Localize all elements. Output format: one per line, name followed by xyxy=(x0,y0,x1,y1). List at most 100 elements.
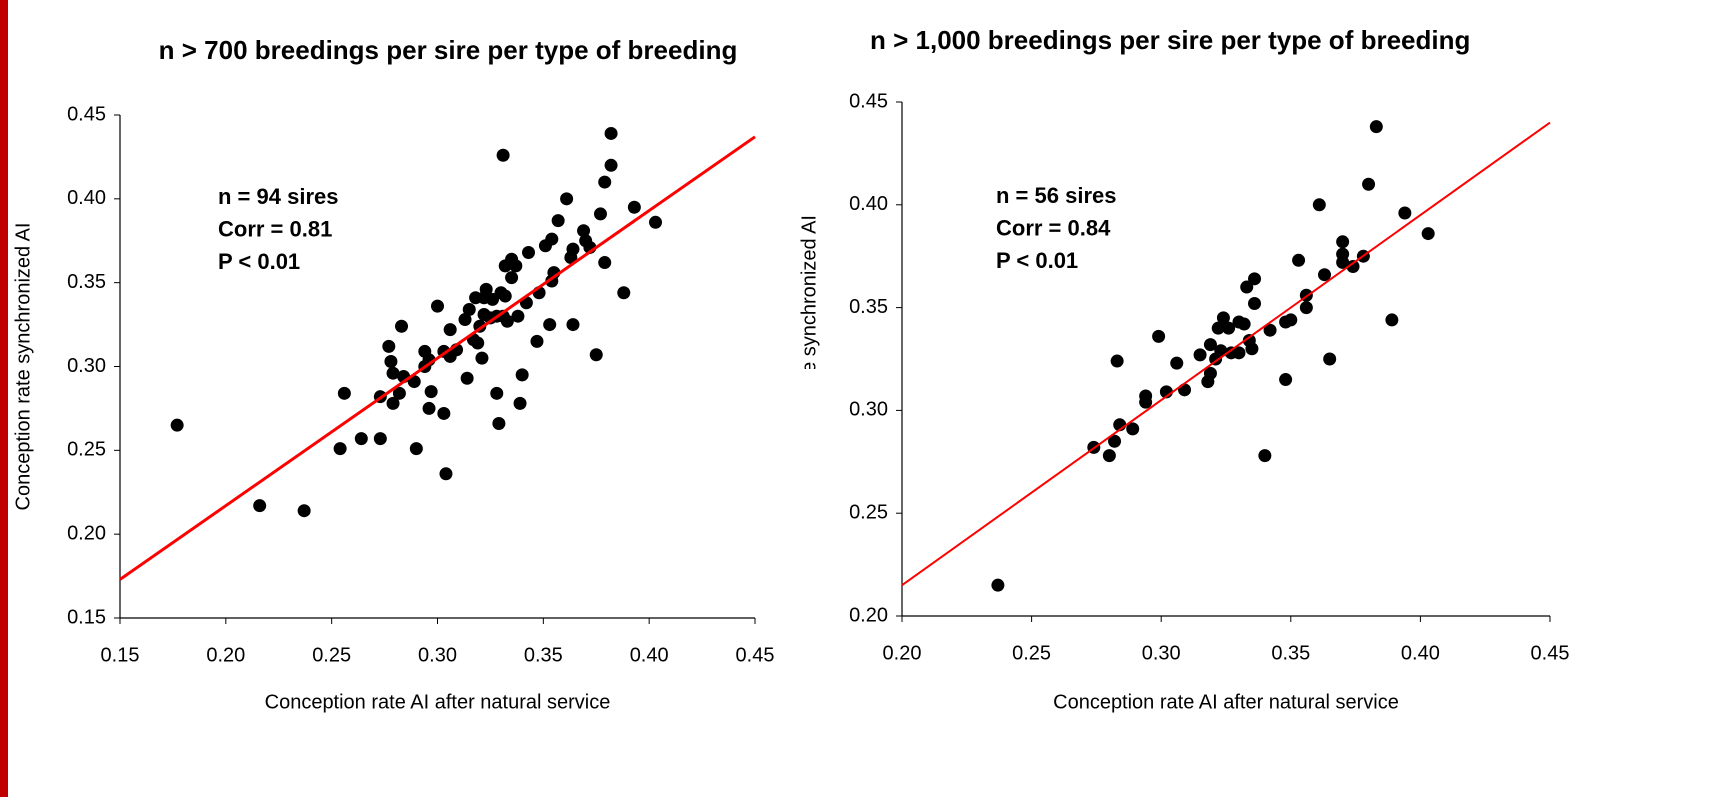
y-tick-label: 0.15 xyxy=(67,606,106,628)
chart: n > 1,000 breedings per sire per type of… xyxy=(798,25,1569,713)
point xyxy=(1292,253,1306,267)
point xyxy=(443,323,457,337)
point xyxy=(545,232,559,246)
trend-line xyxy=(901,121,1551,586)
point xyxy=(337,386,351,400)
x-tick-label: 0.40 xyxy=(1401,642,1440,664)
chart: n > 700 breedings per sire per type of b… xyxy=(12,35,774,713)
y-tick-label: 0.20 xyxy=(67,522,106,544)
point xyxy=(373,432,387,446)
point xyxy=(500,314,514,328)
point xyxy=(530,334,544,348)
point xyxy=(1398,206,1412,220)
y-tick-label: 0.30 xyxy=(67,355,106,377)
point xyxy=(354,432,368,446)
x-tick-label: 0.20 xyxy=(883,642,922,664)
x-tick-label: 0.35 xyxy=(1271,642,1310,664)
point xyxy=(1102,449,1116,463)
annotation: n = 56 sires xyxy=(996,183,1116,208)
point xyxy=(422,401,436,415)
y-tick-label: 0.40 xyxy=(849,193,888,215)
point xyxy=(297,504,311,518)
point xyxy=(1232,346,1246,360)
point xyxy=(462,302,476,316)
point xyxy=(1237,317,1251,331)
point xyxy=(598,175,612,189)
x-tick-label: 0.35 xyxy=(524,644,563,666)
x-tick-label: 0.30 xyxy=(1142,642,1181,664)
point xyxy=(431,299,444,313)
point xyxy=(424,385,438,399)
point xyxy=(170,418,184,432)
point xyxy=(1369,120,1383,134)
point xyxy=(1110,354,1124,368)
point xyxy=(577,224,591,238)
point xyxy=(560,192,574,206)
x-tick-label: 0.15 xyxy=(101,644,140,666)
point xyxy=(589,348,603,362)
annotation: Corr = 0.84 xyxy=(996,215,1111,240)
x-tick-label: 0.20 xyxy=(206,644,245,666)
point xyxy=(1203,338,1217,352)
point xyxy=(1170,356,1184,370)
point xyxy=(386,396,400,410)
point xyxy=(471,336,485,350)
y-tick-label: 0.40 xyxy=(67,187,106,209)
point xyxy=(551,214,565,228)
point xyxy=(513,396,527,410)
x-axis-label: Conception rate AI after natural service xyxy=(265,691,611,713)
point xyxy=(511,309,525,323)
point xyxy=(1362,177,1376,191)
point xyxy=(543,318,557,332)
point xyxy=(409,442,423,456)
y-tick-label: 0.25 xyxy=(67,439,106,461)
point xyxy=(253,499,267,513)
x-tick-label: 0.25 xyxy=(312,644,351,666)
point xyxy=(382,339,396,353)
point xyxy=(1216,311,1230,325)
x-tick-label: 0.45 xyxy=(736,644,775,666)
point xyxy=(1336,235,1350,249)
point xyxy=(1263,323,1277,337)
point xyxy=(1284,313,1298,327)
y-tick-label: 0.20 xyxy=(849,604,888,626)
point xyxy=(1193,348,1207,362)
y-axis-label: Conception rate synchronized AI xyxy=(12,223,34,511)
point xyxy=(490,386,504,400)
point xyxy=(1317,268,1331,282)
point xyxy=(498,289,512,303)
annotation: Corr = 0.81 xyxy=(218,216,332,241)
x-tick-label: 0.45 xyxy=(1531,642,1570,664)
chart-title: n > 700 breedings per sire per type of b… xyxy=(159,35,738,65)
point xyxy=(566,318,580,332)
point xyxy=(1126,422,1140,436)
point xyxy=(384,354,398,368)
annotation: P < 0.01 xyxy=(996,248,1078,273)
point xyxy=(333,442,347,456)
point xyxy=(1248,296,1262,310)
point xyxy=(1222,321,1236,335)
trend-line xyxy=(119,135,756,581)
point xyxy=(598,256,612,270)
point xyxy=(1385,313,1399,327)
point xyxy=(566,242,580,256)
point xyxy=(1323,352,1337,366)
point xyxy=(439,467,453,481)
point xyxy=(386,366,400,380)
point xyxy=(604,126,618,140)
y-tick-label: 0.45 xyxy=(849,90,888,112)
point xyxy=(1258,449,1272,463)
point xyxy=(1279,373,1293,387)
point xyxy=(458,313,472,327)
y-tick-label: 0.30 xyxy=(849,399,888,421)
point xyxy=(1245,342,1259,356)
point xyxy=(1346,259,1360,273)
point xyxy=(496,148,510,162)
y-tick-label: 0.45 xyxy=(67,103,106,125)
point xyxy=(593,207,607,221)
point xyxy=(1299,301,1313,315)
y-tick-label: 0.35 xyxy=(849,296,888,318)
annotation: n = 94 sires xyxy=(218,184,338,209)
point xyxy=(460,371,474,385)
